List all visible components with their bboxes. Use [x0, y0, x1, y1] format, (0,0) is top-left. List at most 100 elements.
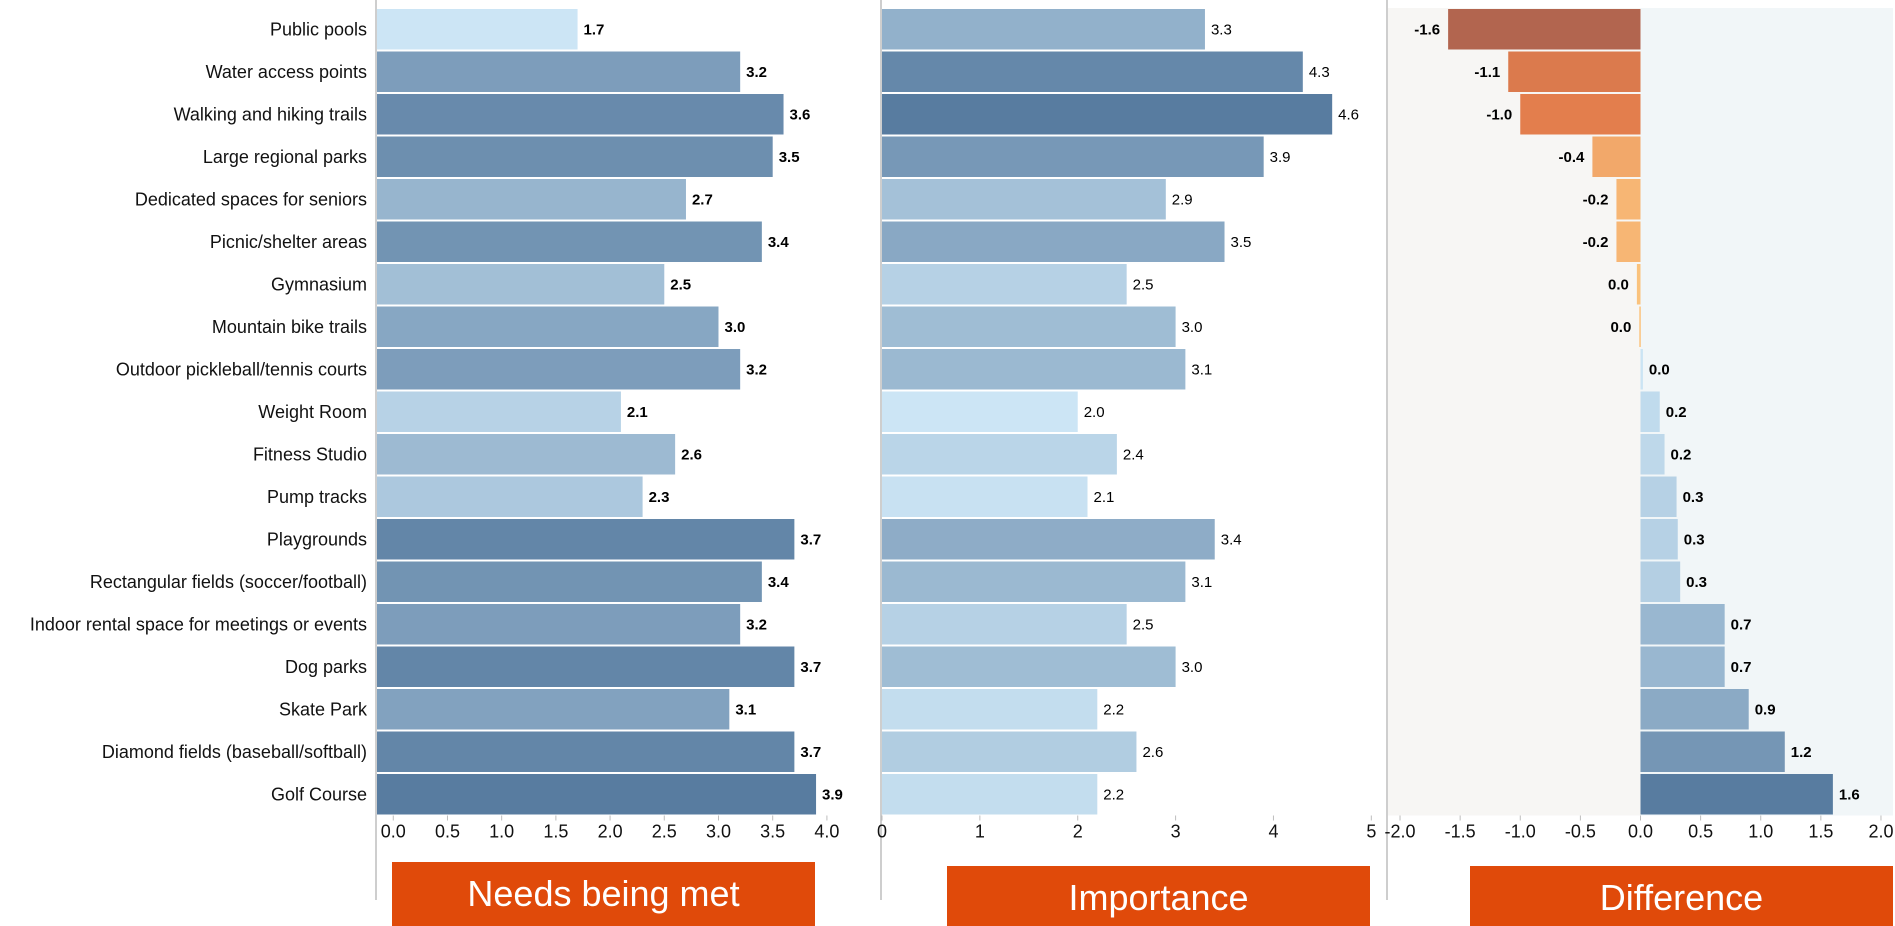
tick-label: 3.5 [760, 822, 785, 842]
data-label: 2.9 [1172, 191, 1193, 208]
bar [377, 519, 795, 560]
tick-label: 0.0 [1628, 822, 1653, 842]
data-label: 0.3 [1683, 489, 1704, 506]
panel-title: Difference [1600, 877, 1763, 918]
tick-label: 5 [1366, 822, 1376, 842]
bar [377, 264, 665, 305]
bar [882, 221, 1225, 262]
bar [882, 179, 1166, 220]
tick-label: 4 [1268, 822, 1278, 842]
data-label: 3.1 [735, 701, 756, 718]
data-label: 3.1 [1191, 574, 1212, 591]
tick-label: -0.5 [1565, 822, 1596, 842]
tick-label: 1.0 [489, 822, 514, 842]
tick-label: 1 [975, 822, 985, 842]
bar [882, 434, 1117, 475]
data-label: 2.3 [649, 489, 670, 506]
panel-title-box [947, 866, 1370, 926]
tick-label: 3.0 [706, 822, 731, 842]
category-label: Diamond fields (baseball/softball) [102, 742, 367, 762]
bar [1640, 391, 1660, 432]
data-label: 3.5 [779, 149, 800, 166]
data-label: 2.5 [1133, 616, 1154, 633]
data-label: -1.6 [1414, 21, 1440, 38]
bar [377, 731, 795, 772]
data-label: 2.1 [1094, 489, 1115, 506]
bar [1640, 476, 1677, 517]
bar [882, 774, 1098, 815]
data-label: 3.7 [800, 744, 821, 761]
bar [377, 221, 762, 262]
bar [882, 604, 1127, 645]
data-label: 0.7 [1731, 659, 1752, 676]
data-label: 3.0 [1182, 319, 1203, 336]
category-label: Dedicated spaces for seniors [135, 189, 367, 209]
bar [377, 689, 730, 730]
bar [882, 689, 1098, 730]
bar [377, 434, 676, 475]
bar [882, 136, 1264, 177]
bar [1520, 94, 1641, 135]
bar [1640, 561, 1681, 602]
tick-label: 0.0 [381, 822, 406, 842]
data-label: -0.2 [1583, 234, 1609, 251]
bar [882, 519, 1215, 560]
bar [882, 731, 1137, 772]
data-label: 3.1 [1191, 361, 1212, 378]
bar [377, 179, 686, 220]
tick-label: 0.5 [435, 822, 460, 842]
data-label: 1.7 [584, 21, 605, 38]
category-label: Gymnasium [271, 274, 367, 294]
tick-label: 1.5 [1808, 822, 1833, 842]
bar [1640, 434, 1665, 475]
data-label: 0.7 [1731, 616, 1752, 633]
bar [882, 94, 1333, 135]
data-label: 2.2 [1103, 701, 1124, 718]
panel-title-box [1470, 866, 1893, 926]
category-label: Dog parks [285, 657, 367, 677]
data-label: 0.2 [1666, 404, 1687, 421]
category-label: Picnic/shelter areas [210, 232, 367, 252]
data-label: 2.5 [670, 276, 691, 293]
category-label: Rectangular fields (soccer/football) [90, 572, 367, 592]
data-label: 3.2 [746, 616, 767, 633]
bar [1616, 221, 1641, 262]
category-label: Playgrounds [267, 529, 367, 549]
bar [1639, 306, 1641, 347]
data-label: 4.3 [1309, 64, 1330, 81]
bar [377, 306, 719, 347]
bar [882, 391, 1078, 432]
tick-label: -1.0 [1505, 822, 1536, 842]
tick-label: 2.5 [652, 822, 677, 842]
data-label: 3.0 [1182, 659, 1203, 676]
category-label: Golf Course [271, 784, 367, 804]
data-label: 3.4 [768, 234, 790, 251]
data-label: 3.3 [1211, 21, 1232, 38]
bar [1448, 9, 1641, 50]
tick-label: 1.0 [1748, 822, 1773, 842]
data-label: 0.0 [1608, 276, 1629, 293]
bar [882, 561, 1186, 602]
category-label: Mountain bike trails [212, 317, 367, 337]
bar [882, 9, 1205, 50]
category-label: Outdoor pickleball/tennis courts [116, 359, 367, 379]
bar [377, 349, 741, 390]
data-label: 2.5 [1133, 276, 1154, 293]
data-label: 2.4 [1123, 446, 1144, 463]
panel-title: Needs being met [467, 873, 739, 914]
data-label: 3.2 [746, 361, 767, 378]
data-label: 3.7 [800, 659, 821, 676]
bar [377, 94, 784, 135]
data-label: -1.0 [1486, 106, 1512, 123]
tick-label: 0.5 [1688, 822, 1713, 842]
bar [882, 476, 1088, 517]
tick-label: 2.0 [1868, 822, 1893, 842]
data-label: 3.4 [1221, 531, 1242, 548]
data-label: 3.0 [724, 319, 745, 336]
data-label: 0.3 [1686, 574, 1707, 591]
data-label: 3.7 [800, 531, 821, 548]
data-label: -0.4 [1559, 149, 1586, 166]
data-label: -0.2 [1583, 191, 1609, 208]
category-label: Pump tracks [267, 487, 367, 507]
